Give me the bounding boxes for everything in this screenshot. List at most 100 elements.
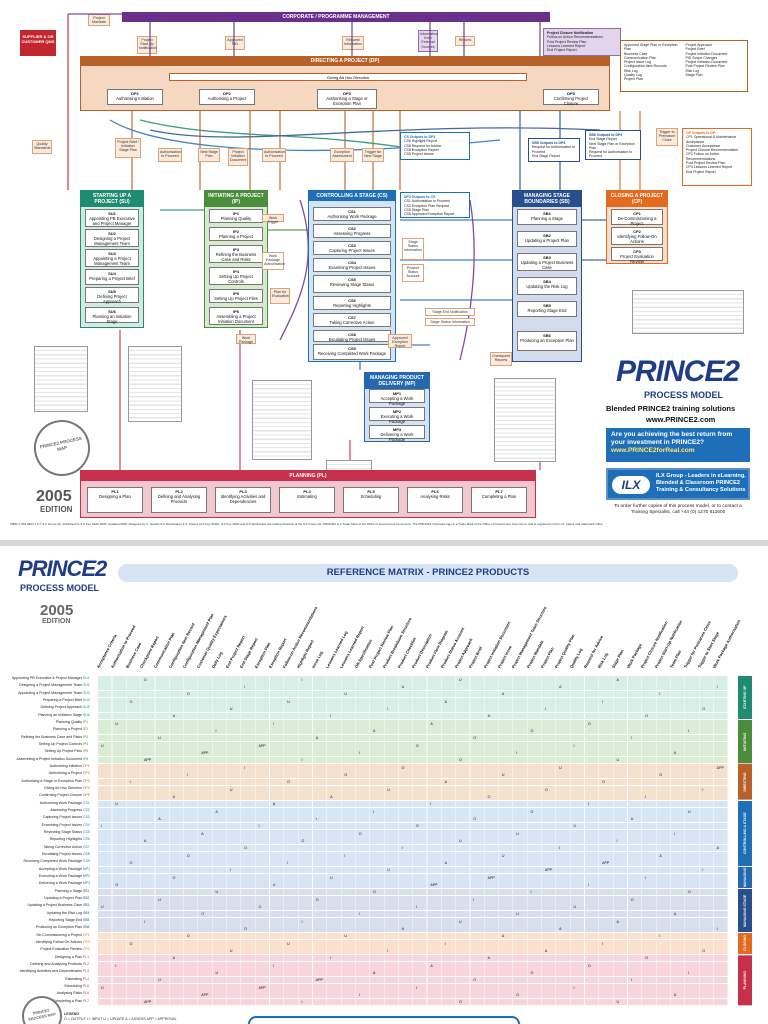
matrix-column-header: Authorisation to Proceed bbox=[109, 624, 137, 669]
sub-code: CS1 bbox=[348, 209, 356, 214]
matrix-cell-mark: I bbox=[444, 941, 446, 946]
closure-item: Lessons Learned Report bbox=[547, 43, 586, 48]
matrix-row-label: Analysing Risks bbox=[56, 991, 82, 996]
matrix-cell-mark: A bbox=[659, 853, 662, 858]
prince2-url[interactable]: www.PRINCE2.com bbox=[646, 415, 715, 424]
pl5: PL5 Scheduling bbox=[343, 487, 399, 513]
matrix-cell-mark: O bbox=[645, 956, 648, 961]
sub-code: CS2 bbox=[348, 226, 356, 231]
note-wp-authorisation: Work Package Authorisation bbox=[262, 252, 285, 270]
matrix-row bbox=[98, 742, 728, 749]
matrix-row-code: CS8 bbox=[83, 852, 90, 856]
matrix-row-label: Updating a Project Plan bbox=[44, 896, 82, 900]
sub-label: Reviewing Stage Status bbox=[329, 282, 375, 287]
sub-label: Planning Quality bbox=[220, 216, 252, 221]
note-text: Request Information bbox=[344, 38, 362, 47]
sub-label: Analysing Risks bbox=[420, 494, 450, 499]
info-item: Project Brief bbox=[685, 47, 705, 52]
stack-initiating: INITIATING A PROJECT (IP) IP1 Planning Qu… bbox=[204, 190, 268, 328]
matrix-row-code: PL4 bbox=[83, 976, 90, 981]
matrix-cell-mark: I bbox=[101, 824, 102, 829]
matrix-cell-mark: A bbox=[544, 948, 548, 953]
matrix-column-header: Daily Log bbox=[210, 650, 223, 669]
matrix-cell-mark: A bbox=[215, 809, 218, 814]
sub-label: Designing a Plan bbox=[99, 494, 131, 499]
panel-title: DP3 Outputs to CS bbox=[404, 195, 436, 199]
sub-code: PL5 bbox=[367, 489, 375, 494]
matrix-cell-mark: I bbox=[616, 838, 618, 843]
matrix-cell-mark: U bbox=[516, 912, 519, 917]
edition-label-text: EDITION bbox=[40, 505, 73, 514]
stack-stage-boundaries: MANAGING STAGE BOUNDARIES (SB) SB1 Planni… bbox=[512, 190, 582, 362]
note-text: Reports bbox=[458, 38, 472, 42]
sub-label: Updating a Project Business Case bbox=[520, 260, 574, 270]
cs2: CS2 Assessing Progress bbox=[313, 224, 391, 238]
matrix-cell-mark: U bbox=[229, 948, 233, 953]
ilx-logo: ILX bbox=[612, 476, 650, 494]
matrix-row-label: Preparing a Project Brief bbox=[42, 698, 82, 702]
note-text: Quality Standards bbox=[34, 142, 51, 151]
matrix-cell-mark: O bbox=[587, 963, 591, 968]
matrix-cell-mark: U bbox=[215, 970, 219, 975]
matrix-row-code: CP1 bbox=[83, 932, 90, 937]
matrix-row-label: Planning an Initiation Stage bbox=[38, 712, 82, 717]
matrix-cell-mark: I bbox=[587, 882, 589, 887]
note-stage-status-2: Stage Status Information bbox=[425, 318, 475, 326]
panel-title: SB5 Outputs to DP3 bbox=[532, 141, 566, 145]
pl7: PL7 Completing a Plan bbox=[471, 487, 527, 513]
sub-code: CP1 bbox=[633, 211, 641, 216]
sub-code: SU2 bbox=[108, 231, 116, 236]
note-stage-end: Stage End Notification bbox=[425, 308, 475, 316]
supplier-box-label: SUPPLIER & OR CUSTOMER QMS bbox=[21, 34, 55, 44]
closure-notification-panel: Project Closure Notification Follow-on A… bbox=[543, 28, 621, 56]
matrix-cell-mark: I bbox=[115, 963, 117, 968]
matrix-row-code: PL6 bbox=[83, 991, 90, 996]
matrix-cell-mark: O bbox=[358, 831, 362, 836]
note-work-package: Work Package bbox=[236, 334, 256, 344]
matrix-row-code: PL3 bbox=[83, 969, 90, 974]
matrix-cell-mark: A bbox=[487, 714, 490, 719]
matrix-cell-mark: O bbox=[143, 677, 147, 682]
matrix-cell-mark: I bbox=[688, 970, 690, 975]
corporate-bar-label: CORPORATE / PROGRAMME MANAGEMENT bbox=[282, 14, 390, 20]
matrix-cell-mark: O bbox=[401, 765, 405, 770]
edition-label: EDITION bbox=[40, 505, 72, 514]
note-text: Product Status Account bbox=[406, 266, 420, 279]
sub-code: CS4 bbox=[348, 260, 356, 265]
stack-title: MANAGING PRODUCT DELIVERY (MP) bbox=[365, 373, 429, 389]
sub-code: CS6 bbox=[348, 298, 356, 303]
order-text-content: To order further copies of this process … bbox=[614, 504, 742, 515]
matrix-cell-mark: I bbox=[573, 743, 575, 748]
info-item: PID Scope Changes bbox=[685, 55, 718, 60]
matrix-row-code: CS5 bbox=[83, 830, 90, 834]
matrix-cell-mark: U bbox=[401, 684, 405, 689]
sub-code: PL3 bbox=[239, 489, 247, 494]
sub-code: CS3 bbox=[348, 243, 356, 248]
matrix-cell-mark: O bbox=[473, 816, 477, 821]
note-startup-notification: Project Start-Up Notification bbox=[137, 36, 157, 54]
directing-a-project: DIRECTING A PROJECT (DP) Giving Ad Hoc D… bbox=[80, 56, 610, 111]
investment-url[interactable]: www.PRINCE2forReal.com bbox=[611, 447, 695, 454]
matrix-row bbox=[98, 947, 728, 955]
su2: SU2 Designing a Project Management Team bbox=[85, 229, 139, 247]
sub-code: SB4 bbox=[543, 279, 551, 284]
note-text: Authorisation to Proceed bbox=[160, 150, 181, 159]
panel-item: CP3 Lessons Learned Report bbox=[686, 165, 733, 170]
sub-label: Planning a Stage bbox=[531, 216, 563, 221]
matrix-title: REFERENCE MATRIX - PRINCE2 PRODUCTS bbox=[326, 567, 530, 578]
matrix-row-label: Delivering a Work Package bbox=[38, 881, 82, 886]
sub-code: DP3 bbox=[343, 91, 351, 96]
sub-code: IP6 bbox=[232, 309, 239, 314]
matrix-cell-mark: I bbox=[587, 802, 589, 807]
matrix-row-label: Completing a Plan bbox=[52, 998, 82, 1003]
matrix-row bbox=[98, 749, 728, 757]
matrix-cell-mark: U bbox=[444, 860, 448, 865]
matrix-row bbox=[98, 888, 728, 896]
matrix-row bbox=[98, 800, 728, 808]
matrix-row-label: Identifying Activities and Dependencies bbox=[19, 969, 82, 974]
dp-sub-dp2: DP2 Authorising a Project bbox=[199, 89, 255, 105]
matrix-cell-mark: APP bbox=[143, 758, 152, 763]
matrix-row-code: PL1 bbox=[83, 954, 90, 959]
matrix-cell-mark: O bbox=[244, 846, 247, 851]
sub-code: MP3 bbox=[392, 427, 402, 432]
